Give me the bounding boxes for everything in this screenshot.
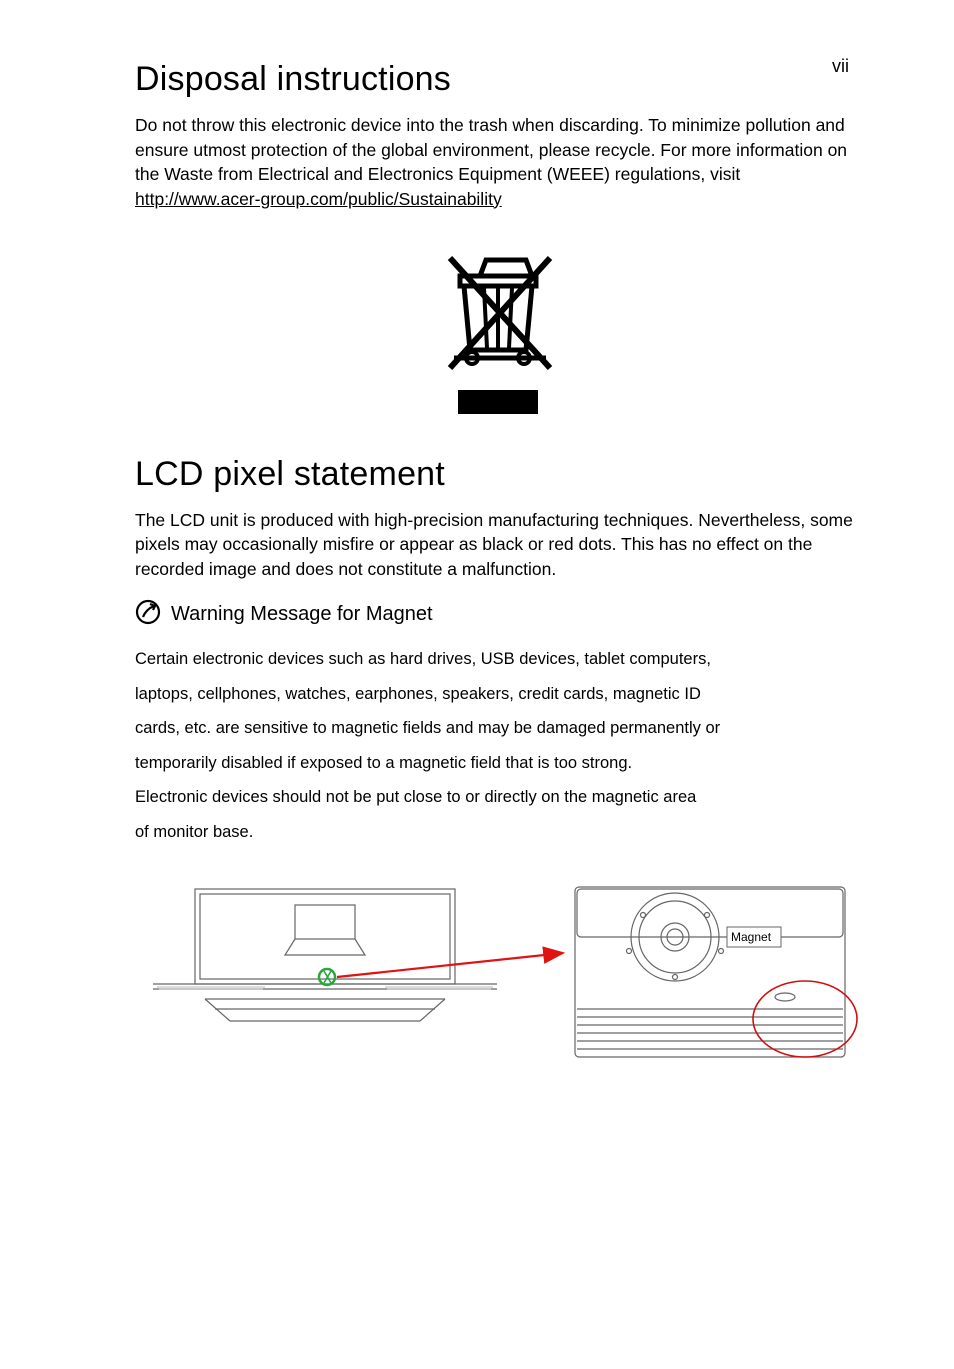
lcd-paragraph: The LCD unit is produced with high-preci… (135, 508, 859, 582)
disposal-heading: Disposal instructions (135, 60, 859, 99)
lcd-heading: LCD pixel statement (135, 455, 859, 494)
warning-line-4: temporarily disabled if exposed to a mag… (135, 748, 859, 779)
warning-line-2: laptops, cellphones, watches, earphones,… (135, 679, 859, 710)
warning-line-6: of monitor base. (135, 817, 859, 848)
sustainability-link[interactable]: http://www.acer-group.com/public/Sustain… (135, 189, 512, 210)
warning-line-3: cards, etc. are sensitive to magnetic fi… (135, 713, 859, 744)
warning-line-5: Electronic devices should not be put clo… (135, 782, 859, 813)
magnet-diagram: Magnet (135, 869, 859, 1074)
warning-line-1: Certain electronic devices such as hard … (135, 644, 859, 675)
disposal-paragraph: Do not throw this electronic device into… (135, 113, 859, 187)
warning-icon (135, 599, 161, 630)
magnet-label: Magnet (731, 930, 772, 944)
weee-icon (135, 240, 859, 415)
page-number: vii (832, 56, 849, 77)
warning-title: Warning Message for Magnet (171, 603, 433, 626)
